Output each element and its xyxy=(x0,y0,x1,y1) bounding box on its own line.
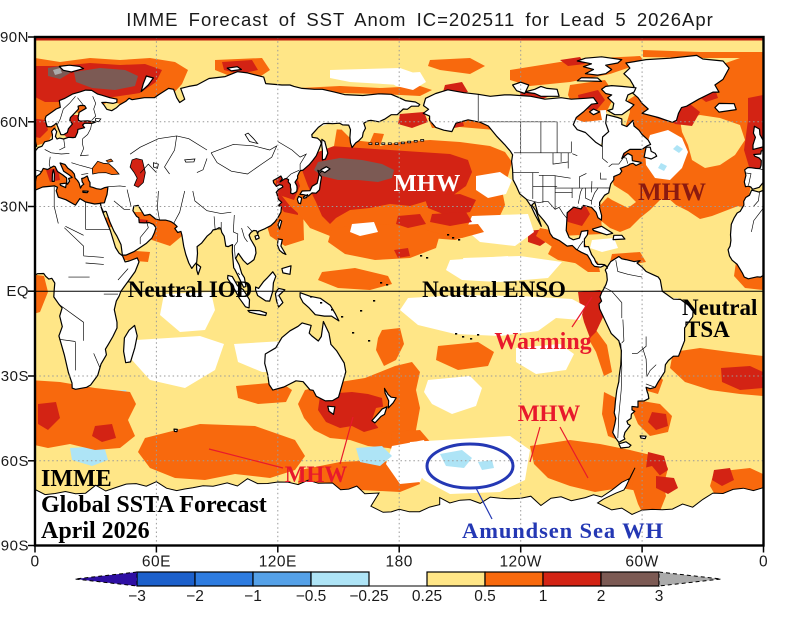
svg-text:MHW: MHW xyxy=(518,401,581,426)
svg-text:60W: 60W xyxy=(625,554,658,571)
svg-text:30S: 30S xyxy=(1,368,29,385)
svg-text:MHW: MHW xyxy=(394,170,461,197)
svg-text:180: 180 xyxy=(386,554,413,571)
svg-text:3: 3 xyxy=(655,588,664,605)
svg-text:−3: −3 xyxy=(128,588,146,605)
svg-text:120W: 120W xyxy=(499,554,542,571)
svg-text:MHW: MHW xyxy=(285,462,348,487)
svg-text:−1: −1 xyxy=(244,588,262,605)
svg-text:90S: 90S xyxy=(1,538,29,555)
svg-text:Amundsen Sea WH: Amundsen Sea WH xyxy=(462,518,664,543)
svg-text:Global SSTA Forecast: Global SSTA Forecast xyxy=(41,492,267,518)
svg-text:120E: 120E xyxy=(259,554,297,571)
svg-text:−0.5: −0.5 xyxy=(296,588,327,605)
svg-text:0.5: 0.5 xyxy=(474,588,496,605)
svg-text:0: 0 xyxy=(759,554,768,571)
svg-text:MHW: MHW xyxy=(638,179,706,206)
svg-text:IMME: IMME xyxy=(41,466,112,492)
svg-text:0.25: 0.25 xyxy=(412,588,442,605)
svg-text:Neutral: Neutral xyxy=(682,295,757,320)
svg-text:60S: 60S xyxy=(1,453,29,470)
svg-text:EQ: EQ xyxy=(6,283,29,300)
svg-text:90N: 90N xyxy=(0,29,29,46)
svg-text:TSA: TSA xyxy=(685,317,730,342)
svg-text:2: 2 xyxy=(597,588,606,605)
svg-text:Warming: Warming xyxy=(494,329,591,355)
svg-text:IMME Forecast of SST Anom IC=2: IMME Forecast of SST Anom IC=202511 for … xyxy=(126,9,714,30)
svg-text:−2: −2 xyxy=(186,588,204,605)
svg-text:April 2026: April 2026 xyxy=(41,518,150,544)
svg-text:30N: 30N xyxy=(0,199,29,216)
svg-text:Neutral ENSO: Neutral ENSO xyxy=(422,277,566,302)
svg-text:0: 0 xyxy=(30,554,39,571)
svg-text:−0.25: −0.25 xyxy=(349,588,388,605)
svg-text:1: 1 xyxy=(539,588,548,605)
svg-text:60E: 60E xyxy=(142,554,171,571)
svg-text:Neutral IOD: Neutral IOD xyxy=(128,277,253,302)
svg-text:60N: 60N xyxy=(0,114,29,131)
